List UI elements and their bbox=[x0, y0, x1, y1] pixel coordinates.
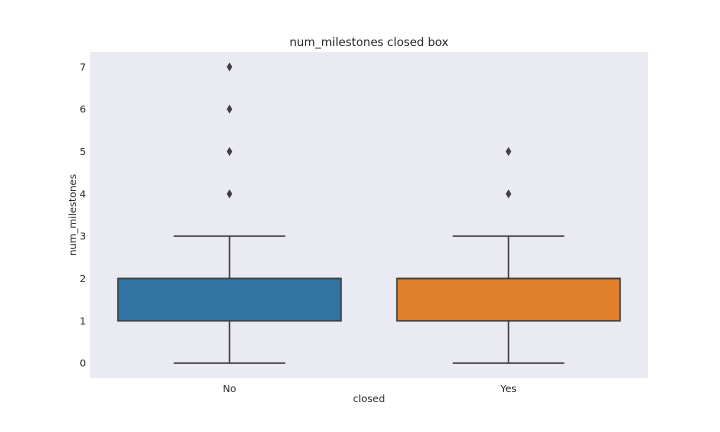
outlier-point bbox=[226, 146, 233, 156]
outlier-point bbox=[226, 62, 233, 72]
x-axis-ticks: No Yes bbox=[223, 384, 517, 395]
box-yes bbox=[396, 146, 621, 364]
y-tick-label: 0 bbox=[80, 359, 86, 370]
y-tick-label: 5 bbox=[80, 147, 86, 158]
y-tick-label: 7 bbox=[80, 62, 86, 73]
y-tick-label: 4 bbox=[80, 189, 86, 200]
iqr-box bbox=[396, 277, 621, 322]
y-axis-ticks: 0 1 2 3 4 5 6 7 bbox=[80, 62, 86, 369]
iqr-box bbox=[117, 277, 342, 322]
y-tick-label: 3 bbox=[80, 232, 86, 243]
outlier-point bbox=[505, 189, 512, 199]
x-tick-label: Yes bbox=[499, 384, 516, 395]
chart-title: num_milestones closed box bbox=[289, 35, 448, 49]
x-tick-label: No bbox=[223, 384, 237, 395]
box-series bbox=[117, 62, 621, 364]
box-no bbox=[117, 62, 342, 364]
y-tick-label: 1 bbox=[80, 316, 86, 327]
outlier-point bbox=[226, 104, 233, 114]
plot-area bbox=[90, 52, 648, 378]
y-tick-label: 2 bbox=[80, 274, 86, 285]
x-axis-label: closed bbox=[353, 394, 385, 405]
y-axis-label: num_milestones bbox=[68, 174, 79, 256]
outlier-point bbox=[505, 146, 512, 156]
outlier-point bbox=[226, 189, 233, 199]
y-tick-label: 6 bbox=[80, 105, 86, 116]
